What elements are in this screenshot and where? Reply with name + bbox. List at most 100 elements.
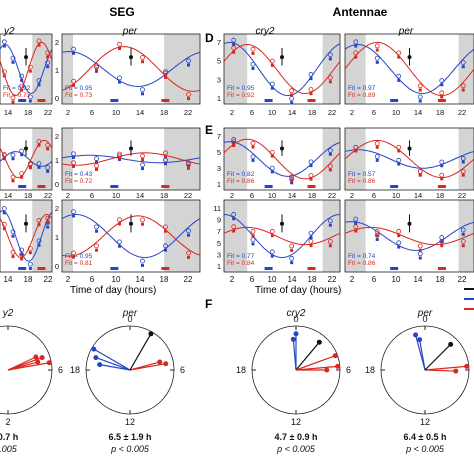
black-mean-ant-cry2-r2 bbox=[280, 146, 284, 151]
red-point-ant-cry2-r2-5 bbox=[327, 163, 333, 169]
blue-point-seg-cry2-r1-4 bbox=[36, 78, 42, 84]
xtick-seg-cry2-2: 22 bbox=[44, 275, 53, 284]
polar-label-left-ant-cry2: 18 bbox=[236, 365, 246, 375]
red-point-ant-per-r3-4 bbox=[439, 238, 445, 244]
blue-mean-ant-cry2-r1-3 bbox=[290, 101, 294, 105]
blue-mean-seg-per-r2-0 bbox=[72, 155, 75, 159]
fit-red-seg-per-r1: Fit = 0.73 bbox=[65, 92, 93, 99]
shade-seg-per-r3-1 bbox=[164, 200, 200, 272]
red-mean-seg-cry2-r3-2 bbox=[20, 257, 24, 261]
red-mean-seg-per-r1-5 bbox=[187, 97, 190, 101]
black-mean-ant-per-r1 bbox=[407, 55, 412, 60]
shade-ant-cry2-r1-0 bbox=[224, 34, 248, 104]
red-curve-ant-per-r1 bbox=[344, 41, 474, 97]
red-point-ant-cry2-r1-0 bbox=[231, 45, 237, 51]
red-mean-ant-per-r3-0 bbox=[354, 229, 358, 233]
polar-dot-ant-cry2-3 bbox=[324, 367, 330, 373]
xtick-ant-per-r1-0: 2 bbox=[350, 108, 354, 117]
red-point-seg-per-r1-4 bbox=[163, 70, 168, 76]
blue-mean-ant-cry2-r3-2 bbox=[270, 254, 274, 258]
blue-mean-seg-per-r3-5 bbox=[187, 233, 190, 237]
ytick-ant-cry2-r2-0: 7 bbox=[217, 132, 221, 141]
col-title-per-left: per bbox=[122, 26, 138, 37]
blue-mean-seg-cry2-r3-5 bbox=[46, 225, 50, 229]
polar-p-ant-cry2: p < 0.005 bbox=[276, 444, 316, 454]
polar-vector-seg-per-2 bbox=[93, 348, 131, 371]
col-title-cry2-right: cry2 bbox=[256, 26, 275, 37]
black-mean-seg-cry2-r1 bbox=[24, 55, 28, 60]
red-mean-ant-cry2-r1-2 bbox=[270, 63, 274, 67]
fit-red-ant-cry2-r2: Fit = 0.86 bbox=[227, 178, 255, 185]
blue-mean-seg-per-r3-4 bbox=[164, 248, 167, 252]
red-bar-seg-cry2-r2 bbox=[37, 185, 46, 188]
xtick-seg-per-r2-0: 2 bbox=[66, 191, 70, 200]
blue-point-seg-per-r1-3 bbox=[140, 87, 145, 93]
red-point-ant-per-r2-0 bbox=[353, 144, 359, 150]
polar-label-top-ant-cry2: 0 bbox=[293, 314, 298, 324]
red-mean-ant-cry2-r3-4 bbox=[309, 244, 313, 248]
blue-mean-ant-per-r2-2 bbox=[397, 162, 401, 166]
red-curve-seg-per-r1 bbox=[61, 46, 201, 92]
blue-bar-seg-per-r1 bbox=[110, 99, 119, 102]
fit-blue-ant-per-r2: Fit = 0.57 bbox=[348, 171, 376, 178]
red-mean-ant-cry2-r2-4 bbox=[309, 177, 313, 181]
red-curve-ant-cry2-r3 bbox=[223, 226, 341, 246]
polar-p-seg-per: p < 0.005 bbox=[110, 444, 150, 454]
ytick-ant-cry2-r2-3: 1 bbox=[217, 180, 221, 189]
xtick-ant-cry2-0: 2 bbox=[230, 275, 235, 284]
red-point-ant-per-r1-0 bbox=[353, 50, 359, 56]
xtick-ant-per-r2-3: 14 bbox=[414, 191, 422, 200]
blue-point-seg-cry2-r3-3 bbox=[27, 261, 33, 267]
red-point-ant-cry2-r2-1 bbox=[250, 140, 256, 146]
shade-seg-per-r2-0 bbox=[62, 128, 74, 190]
red-mean-ant-per-r3-1 bbox=[375, 234, 379, 238]
blue-point-seg-per-r2-3 bbox=[140, 162, 145, 168]
xtick-ant-per-r2-5: 22 bbox=[458, 191, 466, 200]
xtick-seg-per-r2-4: 18 bbox=[160, 191, 168, 200]
polar-title-ant-per: per bbox=[417, 308, 433, 319]
blue-point-ant-cry2-r1-0 bbox=[231, 37, 237, 43]
blue-mean-seg-cry2-r2-5 bbox=[46, 169, 50, 173]
shade-ant-per-r2-1 bbox=[458, 128, 474, 190]
polar-dot-seg-cry2-1 bbox=[39, 355, 45, 361]
polar-vector-seg-per-0 bbox=[99, 364, 131, 371]
blue-mean-ant-per-r3-1 bbox=[375, 237, 379, 241]
red-mean-ant-per-r3-5 bbox=[461, 244, 465, 248]
xtick-ant-cry2-r1-0: 2 bbox=[230, 108, 234, 117]
blue-mean-seg-per-r2-4 bbox=[164, 162, 167, 166]
red-mean-seg-cry2-r2-2 bbox=[20, 175, 24, 179]
blue-curve-seg-per-r2 bbox=[61, 154, 201, 164]
red-mean-seg-cry2-r2-5 bbox=[46, 147, 50, 151]
red-point-seg-per-r2-4 bbox=[163, 150, 168, 156]
red-point-seg-cry2-r3-4 bbox=[36, 218, 42, 223]
blue-point-ant-cry2-r2-1 bbox=[250, 154, 256, 160]
ytick-ant-cry2-r3-3: 5 bbox=[217, 239, 221, 248]
fit-blue-ant-per-r3: Fit = 0.74 bbox=[348, 253, 376, 260]
red-mean-seg-per-r3-2 bbox=[118, 222, 121, 226]
blue-curve-ant-cry2-r1 bbox=[223, 41, 341, 97]
red-curve-ant-per-r3 bbox=[344, 226, 474, 246]
blue-mean-ant-per-r1-1 bbox=[375, 60, 379, 64]
red-bar-ant-cry2-r3 bbox=[307, 267, 316, 270]
polar-dot-ant-per-4 bbox=[448, 341, 454, 347]
polar-vector-ant-cry2-5 bbox=[295, 355, 336, 371]
xtick-ant-per-5: 22 bbox=[458, 275, 467, 284]
fit-red-seg-per-r2: Fit = 0.72 bbox=[65, 178, 93, 185]
polar-label-top-ant-per: 0 bbox=[422, 314, 427, 324]
polar-vector-ant-per-2 bbox=[424, 365, 467, 371]
ytick-ant-cry2-r3-1: 9 bbox=[217, 216, 221, 225]
red-point-ant-cry2-r3-5 bbox=[327, 238, 333, 244]
blue-mean-ant-cry2-r3-0 bbox=[232, 217, 236, 221]
polar-dot-seg-per-3 bbox=[157, 359, 163, 365]
blue-point-ant-per-r2-2 bbox=[396, 157, 402, 163]
blue-point-seg-per-r3-1 bbox=[94, 224, 99, 230]
xtick-seg-cry2-r1-1: 18 bbox=[24, 108, 32, 117]
red-mean-seg-per-r1-1 bbox=[95, 68, 98, 72]
blue-point-ant-cry2-r3-1 bbox=[250, 237, 256, 243]
red-mean-seg-cry2-r3-0 bbox=[2, 227, 6, 231]
red-mean-ant-per-r2-3 bbox=[418, 173, 422, 177]
polar-dot-ant-cry2-0 bbox=[290, 336, 296, 342]
red-point-ant-per-r1-1 bbox=[374, 43, 380, 49]
red-bar-seg-per-r2 bbox=[161, 185, 170, 188]
black-mean-ant-cry2-r3 bbox=[280, 221, 284, 226]
